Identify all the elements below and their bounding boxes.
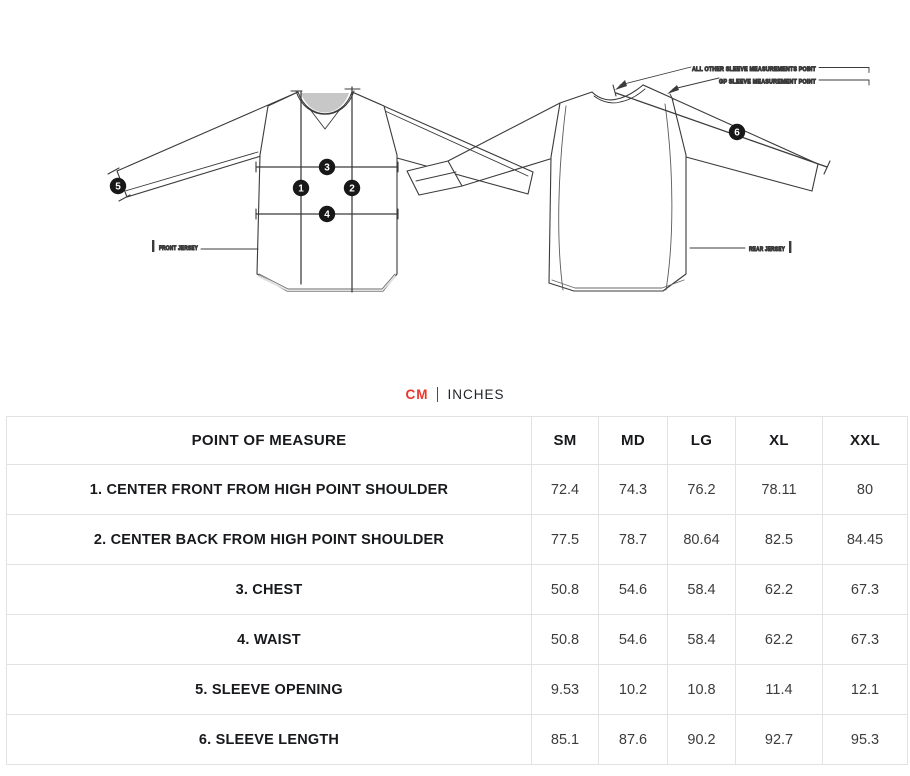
measure-value: 50.8 (531, 564, 599, 615)
measure-value: 67.3 (822, 564, 908, 615)
measure-value: 67.3 (822, 614, 908, 665)
measure-value: 58.4 (667, 614, 736, 665)
measure-value: 54.6 (598, 614, 668, 665)
unit-divider (437, 386, 439, 402)
rear-label-bar (789, 241, 792, 253)
measure-value: 62.2 (735, 614, 823, 665)
table-row: 1. CENTER FRONT FROM HIGH POINT SHOULDER… (6, 464, 908, 515)
measure-value: 77.5 (531, 514, 599, 565)
measure-label: 1. CENTER FRONT FROM HIGH POINT SHOULDER (6, 464, 532, 515)
table-row: 5. SLEEVE OPENING 9.53 10.2 10.8 11.4 12.1 (6, 664, 908, 715)
measure-label: 6. SLEEVE LENGTH (6, 714, 532, 765)
measure-value: 78.7 (598, 514, 668, 565)
table-row: 2. CENTER BACK FROM HIGH POINT SHOULDER 7… (6, 514, 908, 565)
marker-1-number: 1 (298, 184, 304, 195)
rear-jersey-label: REAR JERSEY (749, 246, 785, 253)
measure-label: 4. WAIST (6, 614, 532, 665)
front-jersey-label: FRONT JERSEY (159, 245, 198, 252)
marker-6-number: 6 (734, 128, 740, 139)
measure-value: 62.2 (735, 564, 823, 615)
marker-1-circle (292, 179, 310, 197)
measure-value: 92.7 (735, 714, 823, 765)
measure-label: 2. CENTER BACK FROM HIGH POINT SHOULDER (6, 514, 532, 565)
jersey-measurement-diagram: FRONT JERSEY (107, 65, 870, 293)
column-header-xl: XL (735, 416, 823, 465)
size-chart-table: POINT OF MEASURE SM MD LG XL XXL 1. CENT… (6, 416, 908, 765)
measure-value: 10.2 (598, 664, 668, 715)
marker-5-circle (109, 177, 127, 195)
callout-gp-sleeve-point: GP SLEEVE MEASUREMENT POINT (719, 79, 816, 86)
column-header-sm: SM (531, 416, 599, 465)
marker-4-number: 4 (324, 210, 330, 221)
column-header-lg: LG (667, 416, 736, 465)
measure-value: 84.45 (822, 514, 908, 565)
measure-value: 87.6 (598, 714, 668, 765)
table-row: 6. SLEEVE LENGTH 85.1 87.6 90.2 92.7 95.3 (6, 714, 908, 765)
unit-toggle: CM INCHES (0, 383, 910, 405)
unit-cm-button[interactable]: CM (405, 386, 429, 402)
measure-value: 9.53 (531, 664, 599, 715)
measure-value: 90.2 (667, 714, 736, 765)
marker-3-number: 3 (324, 163, 330, 174)
column-header-point-of-measure: POINT OF MEASURE (6, 416, 532, 465)
measure-label: 3. CHEST (6, 564, 532, 615)
measure-value: 58.4 (667, 564, 736, 615)
measure-value: 76.2 (667, 464, 736, 515)
measure-point-markers: 1 2 3 4 5 6 (109, 123, 746, 223)
measure-value: 82.5 (735, 514, 823, 565)
marker-5-number: 5 (115, 182, 121, 193)
column-header-xxl: XXL (822, 416, 908, 465)
marker-2-circle (343, 179, 361, 197)
measure-value: 72.4 (531, 464, 599, 515)
callout-all-other-sleeve-point: ALL OTHER SLEEVE MEASUREMENTS POINT (692, 66, 816, 73)
table-row: 4. WAIST 50.8 54.6 58.4 62.2 67.3 (6, 614, 908, 665)
front-label-bar (152, 240, 155, 252)
measure-value: 54.6 (598, 564, 668, 615)
measure-value: 50.8 (531, 614, 599, 665)
measure-value: 11.4 (735, 664, 823, 715)
measure-label: 5. SLEEVE OPENING (6, 664, 532, 715)
size-table-body: 1. CENTER FRONT FROM HIGH POINT SHOULDER… (6, 464, 908, 765)
measure-value: 85.1 (531, 714, 599, 765)
table-row: 3. CHEST 50.8 54.6 58.4 62.2 67.3 (6, 564, 908, 615)
measure-value: 95.3 (822, 714, 908, 765)
marker-2-number: 2 (349, 184, 355, 195)
front-jersey-drawing: FRONT JERSEY (107, 86, 534, 293)
measure-value: 78.11 (735, 464, 823, 515)
measure-value: 74.3 (598, 464, 668, 515)
measure-value: 80 (822, 464, 908, 515)
marker-6-circle (728, 123, 746, 141)
marker-4-circle (318, 205, 336, 223)
rear-jersey-drawing: ALL OTHER SLEEVE MEASUREMENTS POINT GP S… (406, 65, 870, 292)
measure-value: 80.64 (667, 514, 736, 565)
measure-value: 12.1 (822, 664, 908, 715)
measure-value: 10.8 (667, 664, 736, 715)
table-header-row: POINT OF MEASURE SM MD LG XL XXL (6, 416, 908, 465)
unit-inches-button[interactable]: INCHES (447, 386, 505, 402)
marker-3-circle (318, 158, 336, 176)
column-header-md: MD (598, 416, 668, 465)
